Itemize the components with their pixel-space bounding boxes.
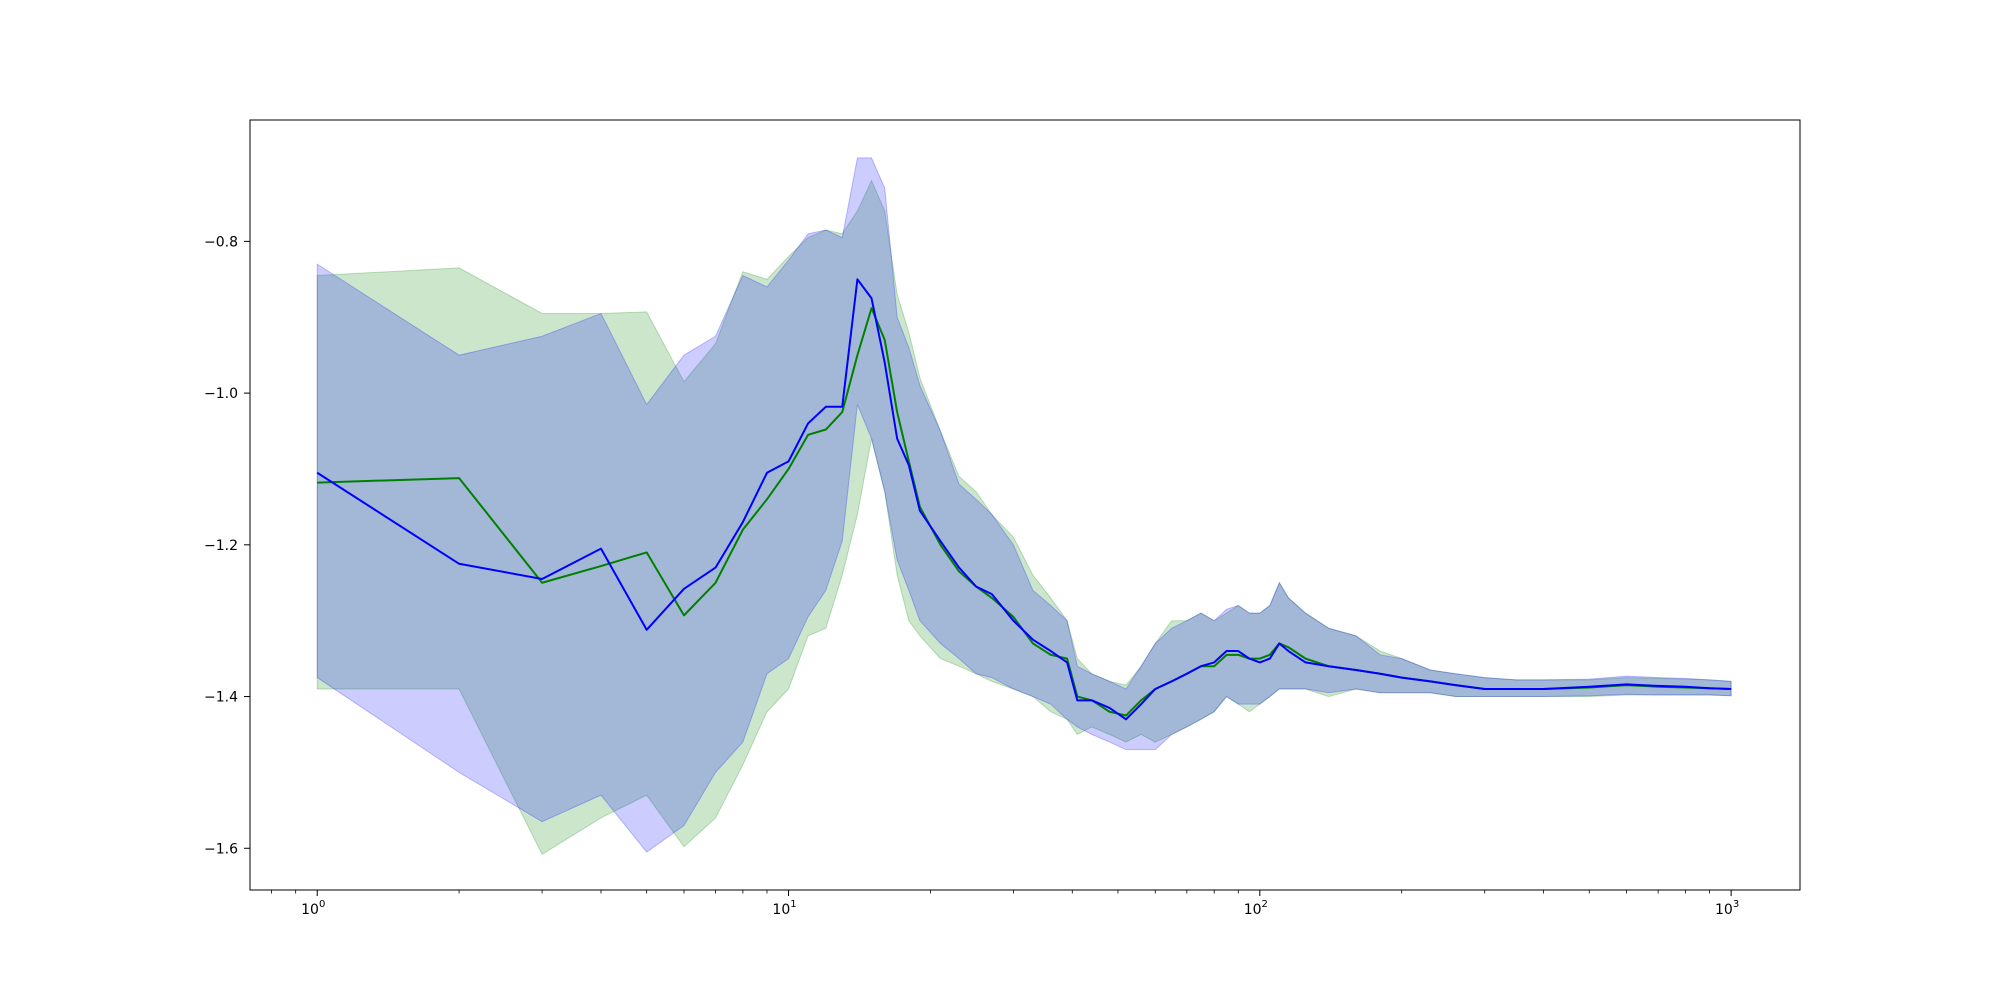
series-layer (316, 157, 1732, 856)
axis-layer: −1.6 −1.4 −1.2 −1.0 −0.8 100 101 102 103 (204, 234, 1739, 918)
series-line-2 (316, 278, 1732, 721)
y-tick-label: −1.2 (204, 538, 238, 554)
confidence-band-1 (316, 179, 1732, 856)
x-tick-label: 102 (1244, 899, 1268, 918)
confidence-band-2 (316, 157, 1732, 853)
plot-frame (249, 119, 1801, 891)
x-tick-label: 101 (772, 899, 796, 918)
y-tick-label: −1.0 (204, 386, 238, 402)
y-tick-label: −1.4 (204, 690, 238, 706)
y-tick-label: −1.6 (204, 841, 238, 857)
x-tick-label: 100 (301, 899, 325, 918)
x-tick-label: 103 (1715, 899, 1739, 918)
y-tick-label: −0.8 (204, 234, 238, 250)
plot-area (250, 120, 1800, 890)
